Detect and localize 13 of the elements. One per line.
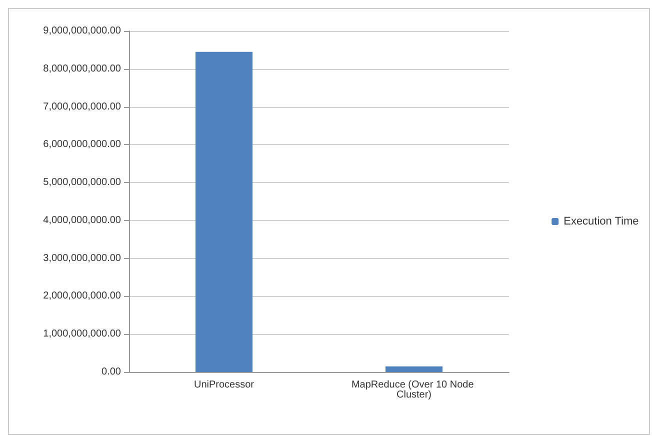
- y-tick-label: 1,000,000,000.00: [43, 328, 122, 340]
- y-tick-label: 4,000,000,000.00: [43, 214, 122, 226]
- x-tick-label: UniProcessor: [194, 380, 255, 390]
- y-tick-label: 9,000,000,000.00: [43, 26, 122, 36]
- y-tick-label: 5,000,000,000.00: [43, 177, 122, 188]
- legend-label: Execution Time: [564, 216, 639, 228]
- y-tick-label: 8,000,000,000.00: [43, 63, 122, 74]
- y-tick-label: 2,000,000,000.00: [43, 290, 122, 302]
- y-tick-label: 7,000,000,000.00: [43, 101, 122, 112]
- y-tick-label: 0.00: [102, 366, 122, 378]
- y-tick-label: 3,000,000,000.00: [43, 252, 122, 264]
- x-tick-label: MapReduce (Over 10 Node Cluster): [351, 380, 477, 400]
- y-tick-label: 6,000,000,000.00: [43, 139, 122, 150]
